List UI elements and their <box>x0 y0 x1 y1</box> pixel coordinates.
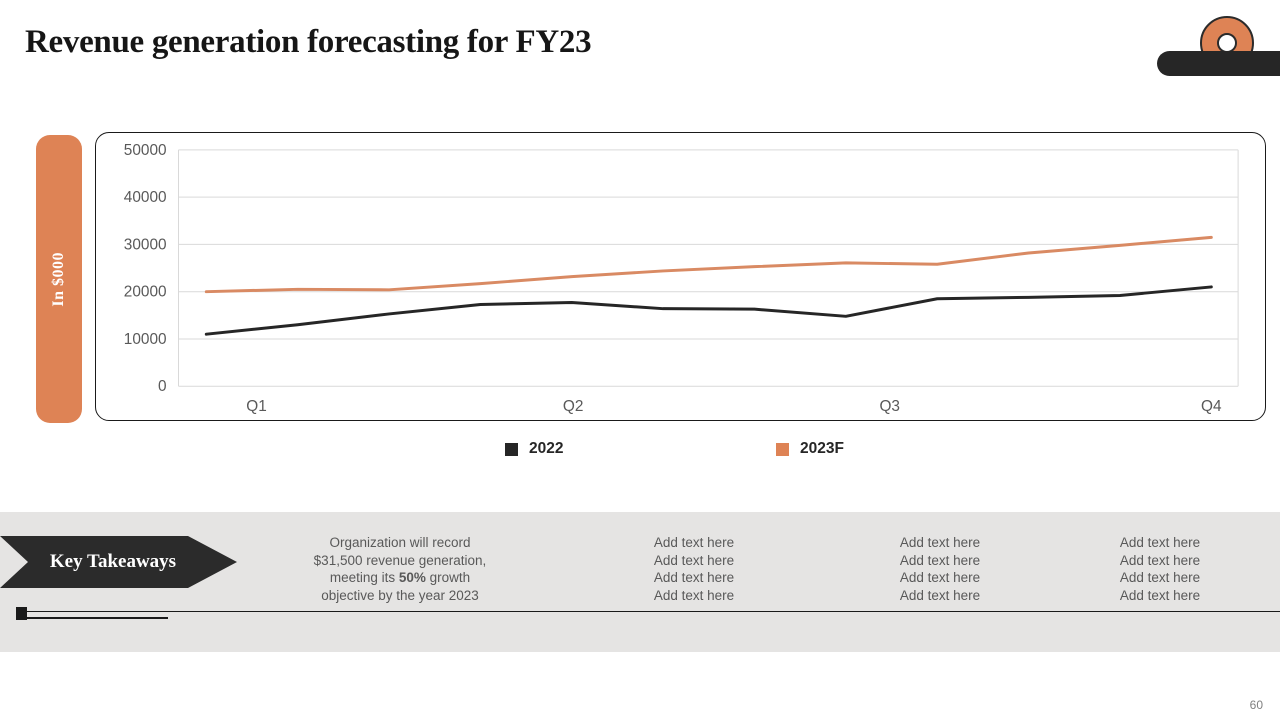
svg-text:30000: 30000 <box>124 236 167 253</box>
placeholder-text[interactable]: Add text here <box>1119 588 1201 604</box>
placeholder-text[interactable]: Add text here <box>1119 552 1201 568</box>
page-number: 60 <box>1249 698 1263 712</box>
key-takeaways-label: Key Takeaways <box>49 551 177 572</box>
legend-item-2023f: 2023F <box>776 440 844 457</box>
takeaways-band: Key Takeaways Organization will record $… <box>0 512 1280 652</box>
divider-line <box>26 611 1280 613</box>
divider-underline <box>26 617 168 619</box>
summary-line-2: $31,500 revenue generation, <box>313 552 487 568</box>
chart-frame: 0 10000 20000 30000 40000 50000 Q1 Q2 Q3 Q4 <box>95 132 1266 421</box>
legend-swatch-2022 <box>505 442 518 456</box>
placeholder-text[interactable]: Add text here <box>899 535 981 550</box>
svg-text:0: 0 <box>158 378 167 395</box>
legend-label-2023f: 2023F <box>800 440 844 457</box>
placeholder-text[interactable]: Add text here <box>653 535 735 550</box>
donut-hole <box>1217 33 1237 53</box>
summary-line-4: objective by the year 2023 <box>321 588 479 604</box>
chart-unit-label: In $000 <box>50 251 67 307</box>
divider-square-marker <box>16 607 27 620</box>
takeaway-summary-text[interactable]: Organization will record $31,500 revenue… <box>270 534 530 605</box>
text-placeholder-column-1[interactable]: Add text here Add text here Add text her… <box>624 534 764 605</box>
svg-text:Q2: Q2 <box>563 398 584 415</box>
chart-unit-pill: In $000 <box>36 135 82 423</box>
svg-text:Q4: Q4 <box>1201 398 1222 415</box>
placeholder-text[interactable]: Add text here <box>1119 535 1201 550</box>
text-placeholder-column-3[interactable]: Add text here Add text here Add text her… <box>1090 534 1230 605</box>
placeholder-text[interactable]: Add text here <box>653 552 735 568</box>
placeholder-text[interactable]: Add text here <box>1119 570 1201 586</box>
svg-text:20000: 20000 <box>124 284 167 301</box>
placeholder-text[interactable]: Add text here <box>653 588 735 604</box>
placeholder-text[interactable]: Add text here <box>899 552 981 568</box>
key-takeaways-banner <box>0 536 237 588</box>
svg-text:50000: 50000 <box>124 142 167 159</box>
summary-line-1: Organization will record <box>329 535 471 550</box>
svg-text:Q1: Q1 <box>246 398 267 415</box>
legend-label-2022: 2022 <box>529 440 564 457</box>
text-placeholder-column-2[interactable]: Add text here Add text here Add text her… <box>870 534 1010 605</box>
legend-item-2022: 2022 <box>505 440 564 457</box>
slide-title: Revenue generation forecasting for FY23 <box>25 24 592 60</box>
svg-text:Q3: Q3 <box>879 398 900 415</box>
svg-text:40000: 40000 <box>124 189 167 206</box>
svg-text:10000: 10000 <box>124 331 167 348</box>
placeholder-text[interactable]: Add text here <box>899 570 981 586</box>
summary-line-3: meeting its 50% growth <box>329 570 471 586</box>
placeholder-text[interactable]: Add text here <box>899 588 981 604</box>
legend-swatch-2023f <box>776 442 789 456</box>
placeholder-text[interactable]: Add text here <box>653 570 735 586</box>
revenue-chart: 0 10000 20000 30000 40000 50000 Q1 Q2 Q3 Q4 <box>124 142 1239 415</box>
header-bar-decoration <box>1157 51 1280 76</box>
